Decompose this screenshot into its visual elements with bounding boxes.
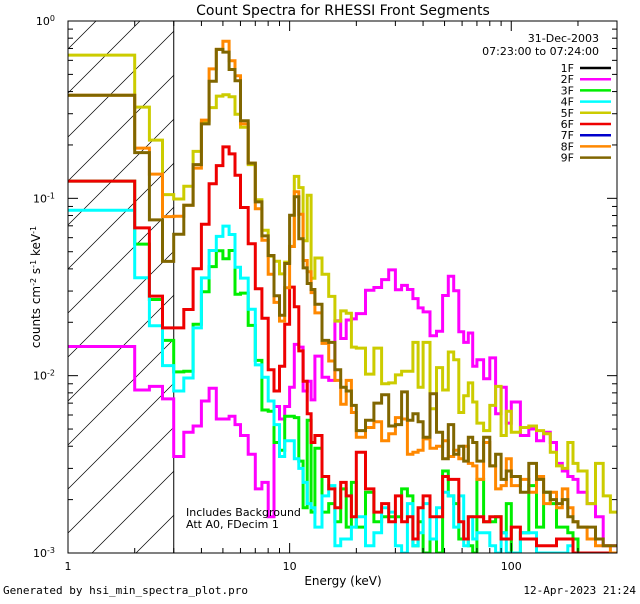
- series-2F: [68, 268, 617, 548]
- hatch-line: [68, 251, 174, 358]
- legend-label-7F: 7F: [561, 129, 574, 142]
- y-tick-label: 10-1: [33, 191, 55, 206]
- hatch-line: [68, 21, 141, 94]
- series-6F: [68, 145, 617, 553]
- y-axis: 10-3 10-2 10-1 100: [33, 14, 617, 561]
- hatch-line: [135, 515, 174, 553]
- hatch-line: [68, 427, 174, 534]
- footer-timestamp: 12-Apr-2023 21:24: [523, 584, 636, 597]
- legend-label-9F: 9F: [561, 152, 574, 165]
- y-axis-label: counts cm-2 s-1 keV-1: [29, 226, 44, 348]
- hatch-line: [68, 339, 174, 446]
- x-axis-label: Energy (keV): [304, 574, 381, 588]
- annotation-line-1: Includes Background: [186, 506, 301, 519]
- legend-label-6F: 6F: [561, 118, 574, 131]
- y-tick-label: 10-3: [33, 546, 55, 561]
- hatch-line: [68, 383, 174, 490]
- hatch-line: [68, 21, 97, 50]
- footer-generated-by: Generated by hsi_min_spectra_plot.pro: [3, 584, 249, 597]
- y-tick-label: 10-2: [33, 368, 55, 383]
- legend-label-2F: 2F: [561, 73, 574, 86]
- hatch-line: [91, 471, 174, 553]
- series-layer: [68, 39, 617, 553]
- hatch-line: [68, 75, 174, 182]
- annotation-line-2: Att A0, FDecim 1: [186, 518, 279, 531]
- hatched-region: [68, 0, 175, 553]
- legend-label-5F: 5F: [561, 107, 574, 120]
- legend-label-1F: 1F: [561, 62, 574, 75]
- x-tick-label: 100: [501, 560, 522, 573]
- hatch-line: [68, 295, 174, 402]
- legend-label-4F: 4F: [561, 96, 574, 109]
- plot-frame: [67, 20, 618, 554]
- x-tick-label: 1: [65, 560, 72, 573]
- hatch-line: [68, 163, 174, 270]
- chart-title: Count Spectra for RHESSI Front Segments: [196, 3, 490, 19]
- date-label: 31-Dec-2003: [528, 32, 599, 45]
- x-tick-label: 10: [283, 560, 297, 573]
- hatch-line: [68, 207, 174, 314]
- series-3F: [68, 179, 617, 553]
- legend-label-8F: 8F: [561, 140, 574, 153]
- hatch-line: [68, 0, 174, 5]
- series-5F: [68, 53, 617, 514]
- time-range-label: 07:23:00 to 07:24:00: [482, 45, 599, 58]
- y-tick-label: 100: [36, 14, 55, 29]
- series-9F: [68, 47, 617, 548]
- legend-label-3F: 3F: [561, 84, 574, 97]
- hatch-line: [68, 119, 174, 226]
- hatch-line: [68, 31, 174, 138]
